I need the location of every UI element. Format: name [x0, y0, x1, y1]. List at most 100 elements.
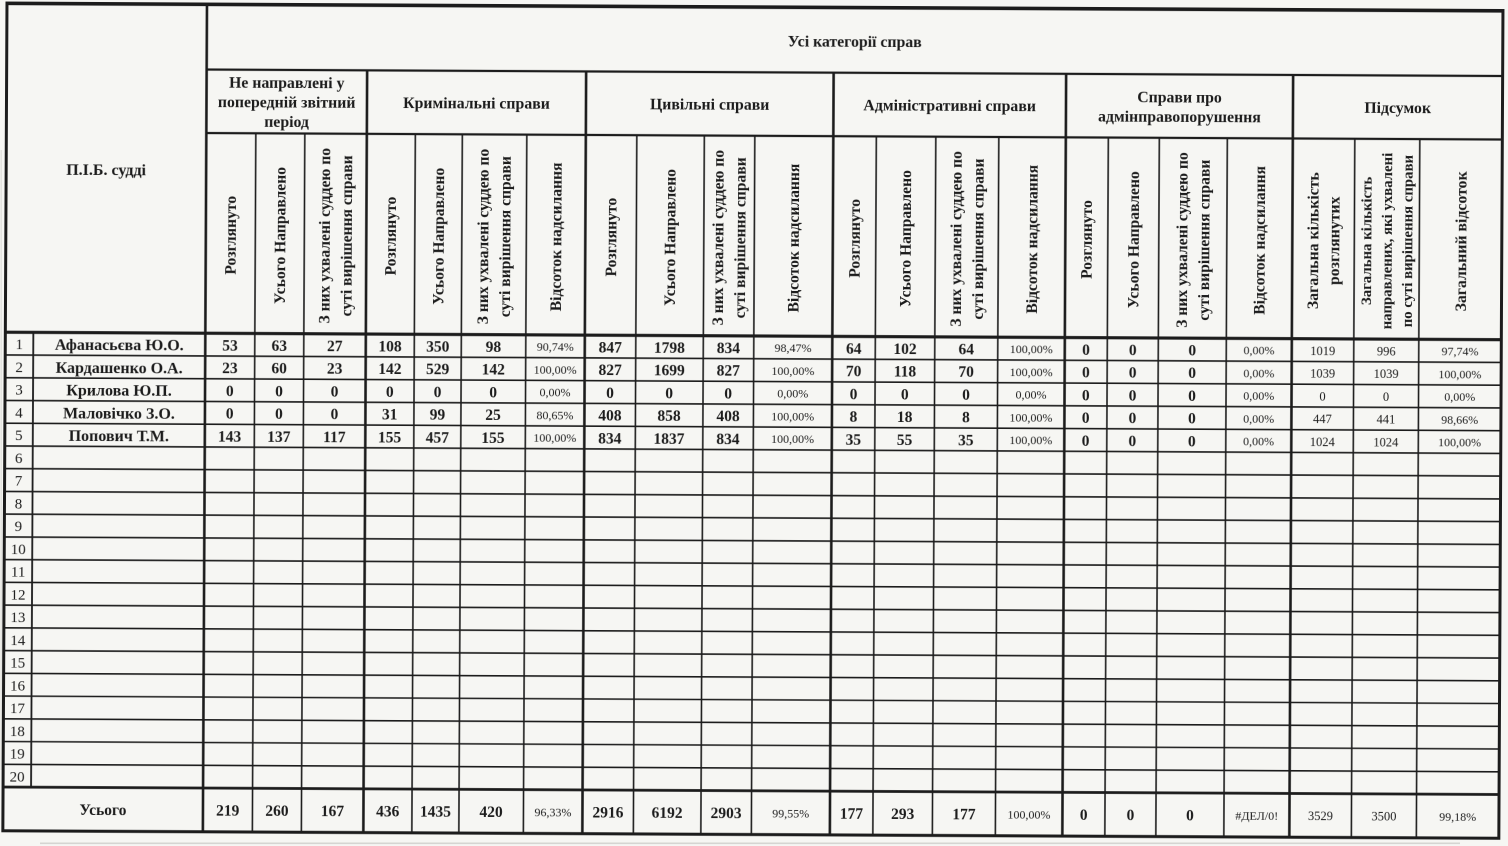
- svg-text:100,00%: 100,00%: [534, 363, 577, 377]
- svg-text:0: 0: [331, 406, 339, 423]
- svg-text:19: 19: [10, 747, 25, 763]
- svg-text:Попович Т.М.: Попович Т.М.: [69, 428, 169, 446]
- svg-text:7: 7: [15, 474, 23, 490]
- svg-text:0: 0: [226, 406, 234, 423]
- svg-text:118: 118: [894, 364, 917, 381]
- svg-text:447: 447: [1313, 412, 1332, 426]
- svg-text:27: 27: [327, 338, 343, 355]
- svg-text:суті вирішення справи: суті вирішення справи: [497, 156, 515, 317]
- svg-text:5: 5: [15, 428, 23, 444]
- svg-text:100,00%: 100,00%: [1010, 342, 1053, 356]
- svg-text:0: 0: [1319, 390, 1325, 404]
- svg-text:90,74%: 90,74%: [537, 340, 574, 354]
- svg-text:Розглянуто: Розглянуто: [223, 196, 240, 275]
- svg-text:0: 0: [226, 383, 234, 400]
- svg-text:64: 64: [846, 341, 862, 358]
- svg-text:420: 420: [479, 804, 503, 821]
- svg-text:0: 0: [1082, 387, 1090, 404]
- svg-text:попередній звітний: попередній звітний: [218, 94, 356, 112]
- svg-text:Крилова Ю.П.: Крилова Ю.П.: [66, 382, 171, 400]
- svg-text:0,00%: 0,00%: [1243, 412, 1274, 426]
- svg-text:1: 1: [15, 337, 23, 353]
- svg-text:1435: 1435: [420, 804, 451, 821]
- svg-text:60: 60: [271, 360, 287, 377]
- svg-text:12: 12: [10, 587, 25, 603]
- svg-text:155: 155: [481, 430, 505, 447]
- svg-text:14: 14: [10, 633, 26, 649]
- svg-text:Розглянуто: Розглянуто: [847, 199, 864, 278]
- svg-text:Відсоток надсилання: Відсоток надсилання: [548, 162, 566, 311]
- svg-text:441: 441: [1377, 412, 1396, 426]
- svg-text:0: 0: [275, 383, 283, 400]
- svg-text:827: 827: [717, 363, 741, 380]
- svg-text:143: 143: [218, 428, 242, 445]
- svg-text:Не направлені у: Не направлені у: [229, 75, 345, 93]
- svg-text:1039: 1039: [1374, 367, 1399, 381]
- svg-text:1019: 1019: [1310, 344, 1335, 358]
- svg-text:0: 0: [489, 384, 497, 401]
- svg-text:0: 0: [665, 385, 673, 402]
- svg-text:З них ухвалені суддею по: З них ухвалені суддею по: [475, 149, 493, 325]
- svg-text:13: 13: [10, 610, 25, 626]
- svg-text:Розглянуто: Розглянуто: [1079, 200, 1096, 279]
- svg-text:0,00%: 0,00%: [1243, 366, 1274, 380]
- svg-text:Розглянуто: Розглянуто: [383, 196, 400, 275]
- svg-text:0: 0: [724, 386, 732, 403]
- svg-text:436: 436: [376, 803, 400, 820]
- svg-text:по суті вирішення справи: по суті вирішення справи: [1400, 154, 1417, 327]
- svg-text:0,00%: 0,00%: [777, 387, 808, 401]
- svg-text:Загальний відсоток: Загальний відсоток: [1453, 170, 1471, 311]
- svg-text:100,00%: 100,00%: [1010, 365, 1053, 379]
- svg-text:20: 20: [10, 769, 25, 785]
- svg-text:0: 0: [1129, 365, 1137, 382]
- svg-text:70: 70: [846, 363, 862, 380]
- svg-text:1024: 1024: [1373, 435, 1399, 449]
- svg-text:1024: 1024: [1310, 435, 1336, 449]
- svg-text:142: 142: [378, 361, 402, 378]
- svg-text:167: 167: [321, 803, 345, 820]
- svg-text:4: 4: [15, 405, 23, 421]
- svg-text:834: 834: [717, 340, 741, 357]
- svg-text:0: 0: [1186, 807, 1194, 824]
- svg-text:1039: 1039: [1310, 367, 1335, 381]
- svg-text:0: 0: [1082, 433, 1090, 450]
- svg-text:155: 155: [378, 429, 402, 446]
- svg-text:108: 108: [378, 338, 402, 355]
- svg-text:суті вирішення справи: суті вирішення справи: [1196, 160, 1214, 321]
- svg-text:П.І.Б. судді: П.І.Б. судді: [66, 162, 146, 179]
- svg-text:64: 64: [958, 341, 974, 358]
- svg-text:0: 0: [434, 384, 442, 401]
- svg-text:суті вирішення справи: суті вирішення справи: [732, 157, 750, 318]
- svg-text:2903: 2903: [711, 805, 742, 822]
- svg-text:Відсоток надсилання: Відсоток надсилання: [786, 163, 804, 312]
- svg-text:Цивільні справи: Цивільні справи: [650, 96, 769, 114]
- svg-text:0: 0: [1188, 342, 1196, 359]
- svg-text:8: 8: [850, 409, 858, 426]
- svg-text:142: 142: [482, 362, 506, 379]
- svg-text:3529: 3529: [1308, 809, 1333, 823]
- svg-text:0: 0: [1127, 807, 1135, 824]
- svg-text:8: 8: [15, 496, 23, 512]
- svg-text:розглянутих: розглянутих: [1326, 196, 1343, 285]
- svg-text:0: 0: [901, 386, 909, 403]
- svg-text:3500: 3500: [1371, 809, 1396, 823]
- svg-text:137: 137: [267, 429, 291, 446]
- svg-text:Усього Направлено: Усього Направлено: [662, 169, 680, 306]
- svg-text:0,00%: 0,00%: [1016, 388, 1047, 402]
- svg-text:55: 55: [897, 432, 913, 449]
- svg-text:2916: 2916: [592, 804, 623, 821]
- svg-text:9: 9: [15, 519, 23, 535]
- svg-text:суті вирішення справи: суті вирішення справи: [338, 155, 356, 316]
- svg-text:18: 18: [897, 409, 913, 426]
- svg-text:З них ухвалені суддею по: З них ухвалені суддею по: [710, 150, 728, 326]
- svg-text:18: 18: [10, 724, 25, 740]
- svg-text:0: 0: [1129, 342, 1137, 359]
- svg-text:858: 858: [657, 408, 681, 425]
- svg-text:1798: 1798: [654, 340, 685, 357]
- svg-text:1699: 1699: [654, 362, 685, 379]
- svg-text:35: 35: [958, 432, 974, 449]
- svg-text:0: 0: [1383, 390, 1389, 404]
- svg-text:996: 996: [1377, 344, 1396, 358]
- svg-text:0: 0: [1128, 433, 1136, 450]
- svg-text:0: 0: [1129, 388, 1137, 405]
